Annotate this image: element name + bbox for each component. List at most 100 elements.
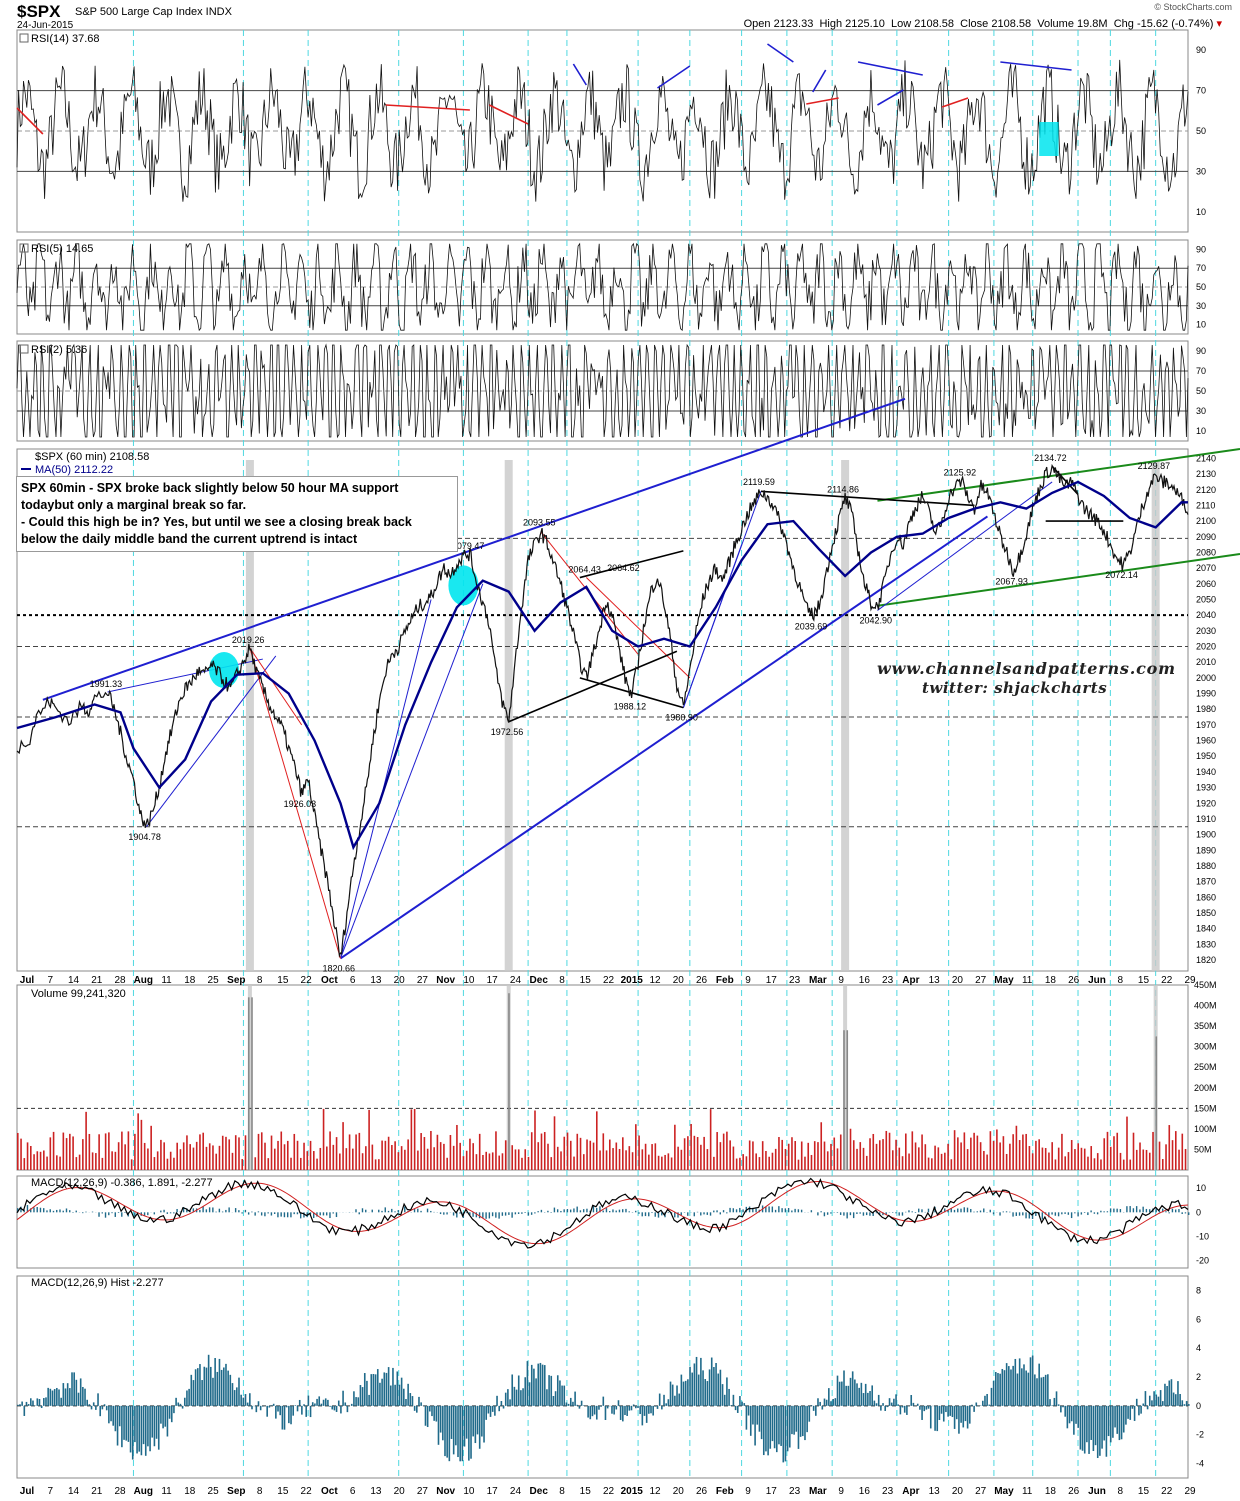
hist-bar <box>489 1405 492 1417</box>
highlight-band <box>841 460 850 971</box>
macd-hist-bar <box>478 1212 481 1219</box>
hist-bar <box>843 1370 845 1406</box>
macd-hist-bar <box>1093 1212 1096 1214</box>
hist-bar <box>639 1405 641 1415</box>
hist-bar <box>530 1364 533 1406</box>
x-axis-label: 27 <box>417 1486 429 1497</box>
price-tick-label: 1880 <box>1196 861 1216 871</box>
panel-frame <box>16 1175 1189 1269</box>
hist-bar <box>385 1372 388 1406</box>
macd-hist-bar <box>953 1209 956 1213</box>
volume-bar <box>365 1146 367 1170</box>
macd-hist-bar <box>1135 1206 1138 1213</box>
hist-bar <box>819 1401 821 1406</box>
volume-bar <box>1122 1159 1125 1170</box>
macd-hist-bar <box>563 1209 565 1213</box>
hist-bar <box>543 1365 546 1406</box>
volume-bar <box>309 1140 312 1170</box>
hist-bar <box>687 1379 689 1406</box>
x-axis-label: 22 <box>301 1486 313 1497</box>
macd-hist-bar <box>869 1212 871 1216</box>
macd-hist-bar <box>56 1209 58 1213</box>
price-tick-label: 2100 <box>1196 516 1216 526</box>
hist-bar <box>121 1405 123 1448</box>
macd-hist-bar <box>270 1212 273 1216</box>
volume-bar <box>1051 1142 1053 1170</box>
hist-bar <box>1112 1405 1114 1438</box>
hist-bar <box>1075 1405 1077 1424</box>
hist-tick-label: 8 <box>1196 1285 1201 1295</box>
hist-bar <box>366 1380 368 1406</box>
volume-bar <box>628 1146 631 1170</box>
macd-hist-bar <box>999 1212 1001 1216</box>
volume-bar <box>722 1133 725 1170</box>
x-axis-label: Apr <box>902 1486 919 1497</box>
hist-bar <box>700 1357 702 1406</box>
hist-bar <box>311 1402 314 1406</box>
volume-bar <box>563 1136 566 1170</box>
macd-hist-bar <box>622 1209 624 1213</box>
hist-bar <box>784 1405 787 1462</box>
macd-hist-bar <box>534 1212 536 1214</box>
hist-bar <box>667 1399 670 1406</box>
hist-bar <box>1174 1394 1177 1406</box>
macd-hist-bar <box>482 1212 484 1218</box>
macd-hist-bar <box>1077 1212 1079 1217</box>
macd-hist-bar <box>823 1212 826 1217</box>
hist-bar <box>910 1395 913 1406</box>
macd-hist-bar <box>1070 1212 1073 1219</box>
macd-hist-bar <box>973 1211 975 1213</box>
price-point-label: 2129.87 <box>1138 461 1171 471</box>
macd-hist-bar <box>1126 1206 1128 1213</box>
pattern-line <box>760 490 975 507</box>
hist-bar <box>409 1393 412 1406</box>
volume-bar <box>1168 1125 1171 1170</box>
hist-bar <box>741 1401 743 1406</box>
hist-bar <box>637 1405 639 1408</box>
hist-bar <box>285 1405 288 1408</box>
hist-bar <box>281 1405 284 1430</box>
volume-tick-label: 250M <box>1194 1062 1217 1072</box>
hist-bar <box>587 1405 589 1418</box>
volume-bar <box>26 1142 29 1170</box>
hist-bar <box>400 1377 403 1406</box>
x-axis-label: Aug <box>134 1486 153 1497</box>
volume-bar <box>420 1133 422 1170</box>
rsi-tick-label: 30 <box>1196 166 1206 176</box>
volume-bar <box>898 1147 901 1170</box>
hist-bar <box>439 1405 442 1433</box>
volume-bar <box>273 1148 276 1170</box>
volume-bar <box>921 1134 923 1170</box>
hist-bar <box>181 1405 184 1409</box>
macd-hist-bar <box>612 1209 614 1213</box>
note-line: below the daily middle band the current … <box>21 532 358 546</box>
macd-hist-bar <box>1165 1211 1167 1213</box>
volume-bar <box>238 1137 240 1170</box>
macd-hist-bar <box>1171 1208 1174 1213</box>
volume-bar <box>423 1137 426 1170</box>
blue-divergence-arrow <box>767 43 794 63</box>
volume-bar <box>1044 1148 1047 1170</box>
macd-hist-bar <box>849 1212 852 1216</box>
price-line <box>16 463 1189 958</box>
volume-bar <box>387 1136 390 1170</box>
volume-bar <box>469 1138 471 1170</box>
volume-bar <box>355 1134 357 1170</box>
macd-hist-bar <box>839 1212 842 1215</box>
x-axis-label: 18 <box>1045 975 1057 986</box>
macd-hist-bar <box>830 1212 832 1214</box>
macd-hist-bar <box>940 1210 943 1213</box>
hist-bar <box>383 1372 386 1406</box>
hist-bar <box>342 1390 344 1406</box>
blue-divergence-arrow <box>572 63 588 86</box>
price-tick-label: 1970 <box>1196 720 1216 730</box>
hist-bar <box>500 1401 503 1406</box>
hist-bar <box>448 1405 451 1462</box>
hist-bar <box>105 1405 108 1411</box>
hist-bar <box>1042 1376 1045 1406</box>
hist-bar <box>1138 1405 1140 1416</box>
volume-bar <box>345 1148 348 1170</box>
volume-bar <box>169 1151 172 1170</box>
volume-bar <box>680 1149 683 1170</box>
volume-bar <box>865 1155 868 1170</box>
